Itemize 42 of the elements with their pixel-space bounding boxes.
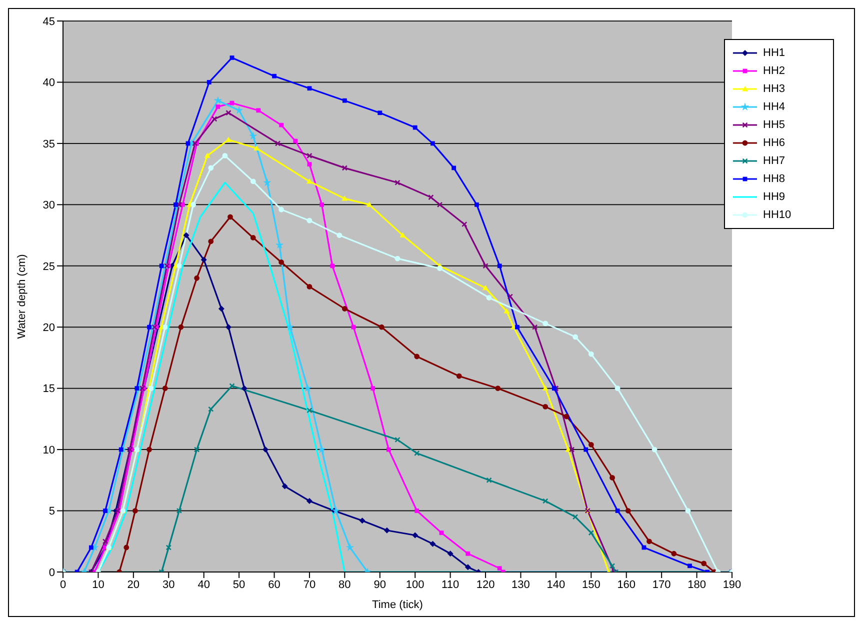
x-tick-label: 180 [688, 578, 706, 591]
legend-label: HH4 [763, 100, 786, 114]
legend-label: HH10 [763, 208, 792, 222]
x-tick-label: 130 [512, 578, 530, 591]
legend-label: HH1 [763, 46, 786, 60]
x-tick-label: 90 [374, 578, 386, 591]
legend-label: HH7 [763, 154, 786, 168]
x-tick-label: 10 [92, 578, 104, 591]
x-tick-label: 70 [303, 578, 316, 591]
x-tick-label: 120 [476, 578, 495, 591]
y-tick-label: 45 [42, 16, 55, 28]
x-tick-label: 150 [582, 578, 600, 591]
y-tick-label: 20 [42, 322, 55, 334]
legend-label: HH3 [763, 82, 786, 96]
legend-label: HH2 [763, 64, 786, 78]
x-tick-label: 0 [60, 578, 66, 591]
x-tick-label: 80 [338, 578, 351, 591]
y-tick-label: 15 [42, 383, 55, 396]
y-axis-title: Water depth (cm) [16, 254, 28, 339]
x-tick-label: 190 [722, 578, 742, 591]
legend-label: HH6 [763, 136, 786, 150]
x-tick-label: 170 [652, 578, 671, 591]
x-tick-label: 160 [617, 578, 636, 591]
y-tick-label: 10 [42, 444, 55, 456]
y-tick-label: 5 [48, 506, 55, 518]
x-tick-label: 40 [198, 578, 210, 591]
x-tick-label: 110 [442, 578, 460, 591]
y-tick-label: 25 [42, 260, 55, 273]
x-axis-title: Time (tick) [372, 599, 423, 611]
y-tick-label: 40 [42, 77, 55, 90]
y-tick-label: 35 [42, 138, 55, 150]
y-tick-label: 0 [48, 566, 55, 579]
x-tick-label: 30 [162, 578, 175, 591]
legend-label: HH8 [763, 172, 786, 186]
x-tick-label: 100 [406, 578, 424, 591]
x-tick-label: 50 [232, 578, 246, 591]
x-tick-label: 140 [546, 578, 566, 591]
x-tick-label: 20 [127, 578, 140, 591]
x-tick-label: 60 [268, 578, 280, 591]
y-tick-label: 30 [42, 200, 55, 212]
legend-label: HH5 [763, 118, 786, 132]
legend-label: HH9 [763, 190, 786, 204]
